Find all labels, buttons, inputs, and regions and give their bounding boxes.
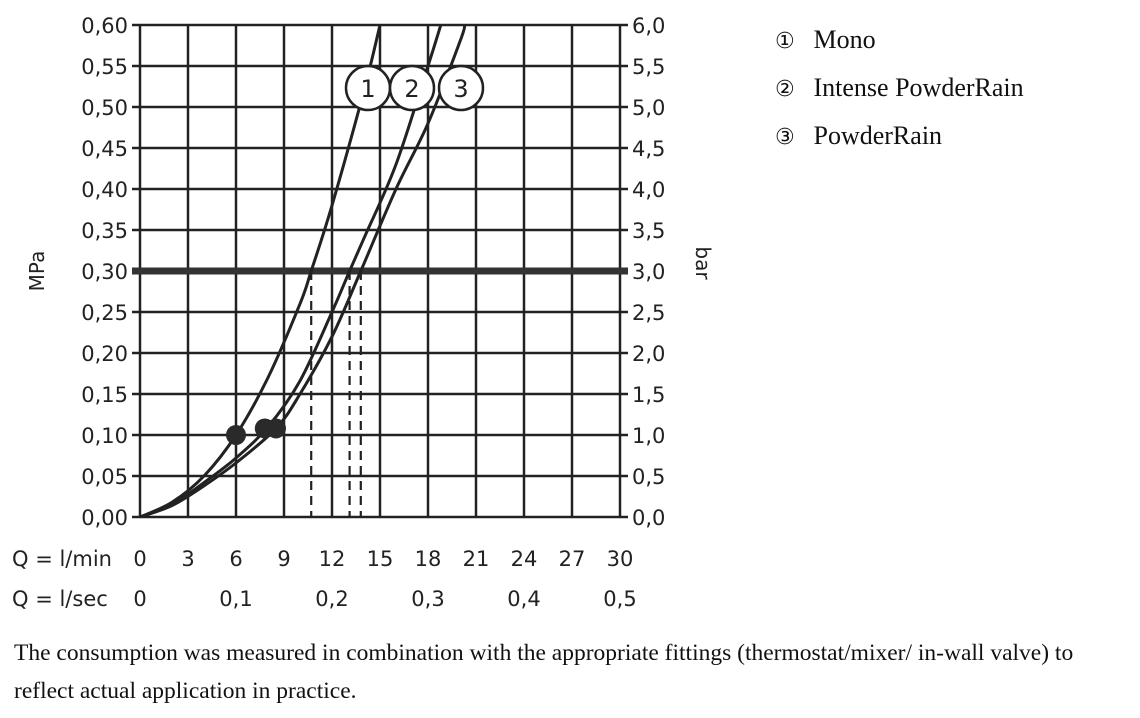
pressure-flow-chart: 0,00 0,00,05 0,50,10 1,00,15 1,50,20 2,00,25 2… (12, 14, 715, 611)
x-axis-label: Q = l/sec (12, 587, 108, 611)
y-tick-label: 0,60 (81, 14, 128, 38)
x-tick-label: 0,2 (315, 587, 348, 611)
series-badge-label: 1 (360, 75, 375, 103)
x-axis-label: Q = l/min (12, 547, 112, 571)
y2-tick-label: 1,5 (632, 383, 665, 407)
x-tick-label: 0,3 (411, 587, 444, 611)
x-tick-label: 12 (319, 547, 346, 571)
y-tick-label: 0,15 (81, 383, 128, 407)
y2-tick-label: 2,0 (632, 342, 665, 366)
x-tick-label: 0,5 (603, 587, 636, 611)
y-tick-label: 0,25 (81, 301, 128, 325)
data-point (266, 418, 286, 439)
y2-tick-label: 3,0 (632, 260, 665, 284)
x-tick-label: 9 (277, 547, 290, 571)
x-tick-label: 3 (181, 547, 194, 571)
series-badge-label: 3 (453, 75, 468, 103)
y-tick-label: 0,55 (81, 55, 128, 79)
y-axis-title: MPa (25, 251, 49, 292)
y2-tick-label: 5,5 (632, 55, 665, 79)
series-badge (437, 64, 485, 112)
legend-label: Mono (813, 25, 876, 54)
x-tick-label: 27 (559, 547, 586, 571)
y-tick-label: 0,00 (81, 506, 128, 530)
series-line (140, 25, 382, 517)
y-tick-label: 0,20 (81, 342, 128, 366)
y2-tick-label: 5,0 (632, 96, 665, 120)
chart: 0,00 0,0 0,05 0,5 0,10 1,0 0,15 1,5 0,20 2,0 0,25 2… (12, 14, 715, 611)
x-tick-label: 21 (463, 547, 490, 571)
y2-tick-label: 3,5 (632, 219, 665, 243)
legend-label: Intense PowderRain (813, 73, 1024, 102)
x-tick-label: 0,4 (507, 587, 540, 611)
y-tick-label: 0,05 (81, 465, 128, 489)
legend-item-mono: ① Mono (775, 22, 1024, 70)
x-tick-label: 15 (367, 547, 394, 571)
y2-tick-label: 4,0 (632, 178, 665, 202)
x-tick-label: 0 (133, 547, 146, 571)
y-tick-label: 0,35 (81, 219, 128, 243)
y-tick-label: 0,45 (81, 137, 128, 161)
series-line (140, 25, 443, 517)
series-badge (388, 64, 436, 112)
y2-tick-label: 4,5 (632, 137, 665, 161)
x-tick-label: 0,1 (219, 587, 252, 611)
data-point (226, 425, 246, 445)
y2-tick-label: 2,5 (632, 301, 665, 325)
x-tick-label: 0 (133, 587, 146, 611)
y-tick-label: 0,30 (81, 260, 128, 284)
y-tick-label: 0,40 (81, 178, 128, 202)
x-tick-label: 30 (607, 547, 634, 571)
caption: The consumption was measured in combinat… (14, 640, 1074, 704)
x-tick-label: 18 (415, 547, 442, 571)
y2-tick-label: 0,5 (632, 465, 665, 489)
y-tick-label: 0,50 (81, 96, 128, 120)
y2-tick-label: 6,0 (632, 14, 665, 38)
legend: ① Mono ② Intense PowderRain ③ PowderRain (775, 22, 1024, 166)
legend-item-intense-powderrain: ② Intense PowderRain (775, 70, 1024, 118)
x-tick-label: 6 (229, 547, 242, 571)
series-line (140, 25, 467, 517)
legend-marker: ③ (775, 125, 795, 150)
legend-marker: ② (775, 77, 795, 102)
y-tick-label: 0,10 (81, 424, 128, 448)
y2-tick-label: 0,0 (632, 506, 665, 530)
legend-item-powderrain: ③ PowderRain (775, 118, 1024, 166)
legend-marker: ① (775, 29, 795, 54)
y2-axis-title: bar (691, 246, 715, 280)
series-badge-label: 2 (404, 75, 419, 103)
y2-tick-label: 1,0 (632, 424, 665, 448)
legend-label: PowderRain (813, 121, 943, 150)
x-tick-label: 24 (511, 547, 538, 571)
